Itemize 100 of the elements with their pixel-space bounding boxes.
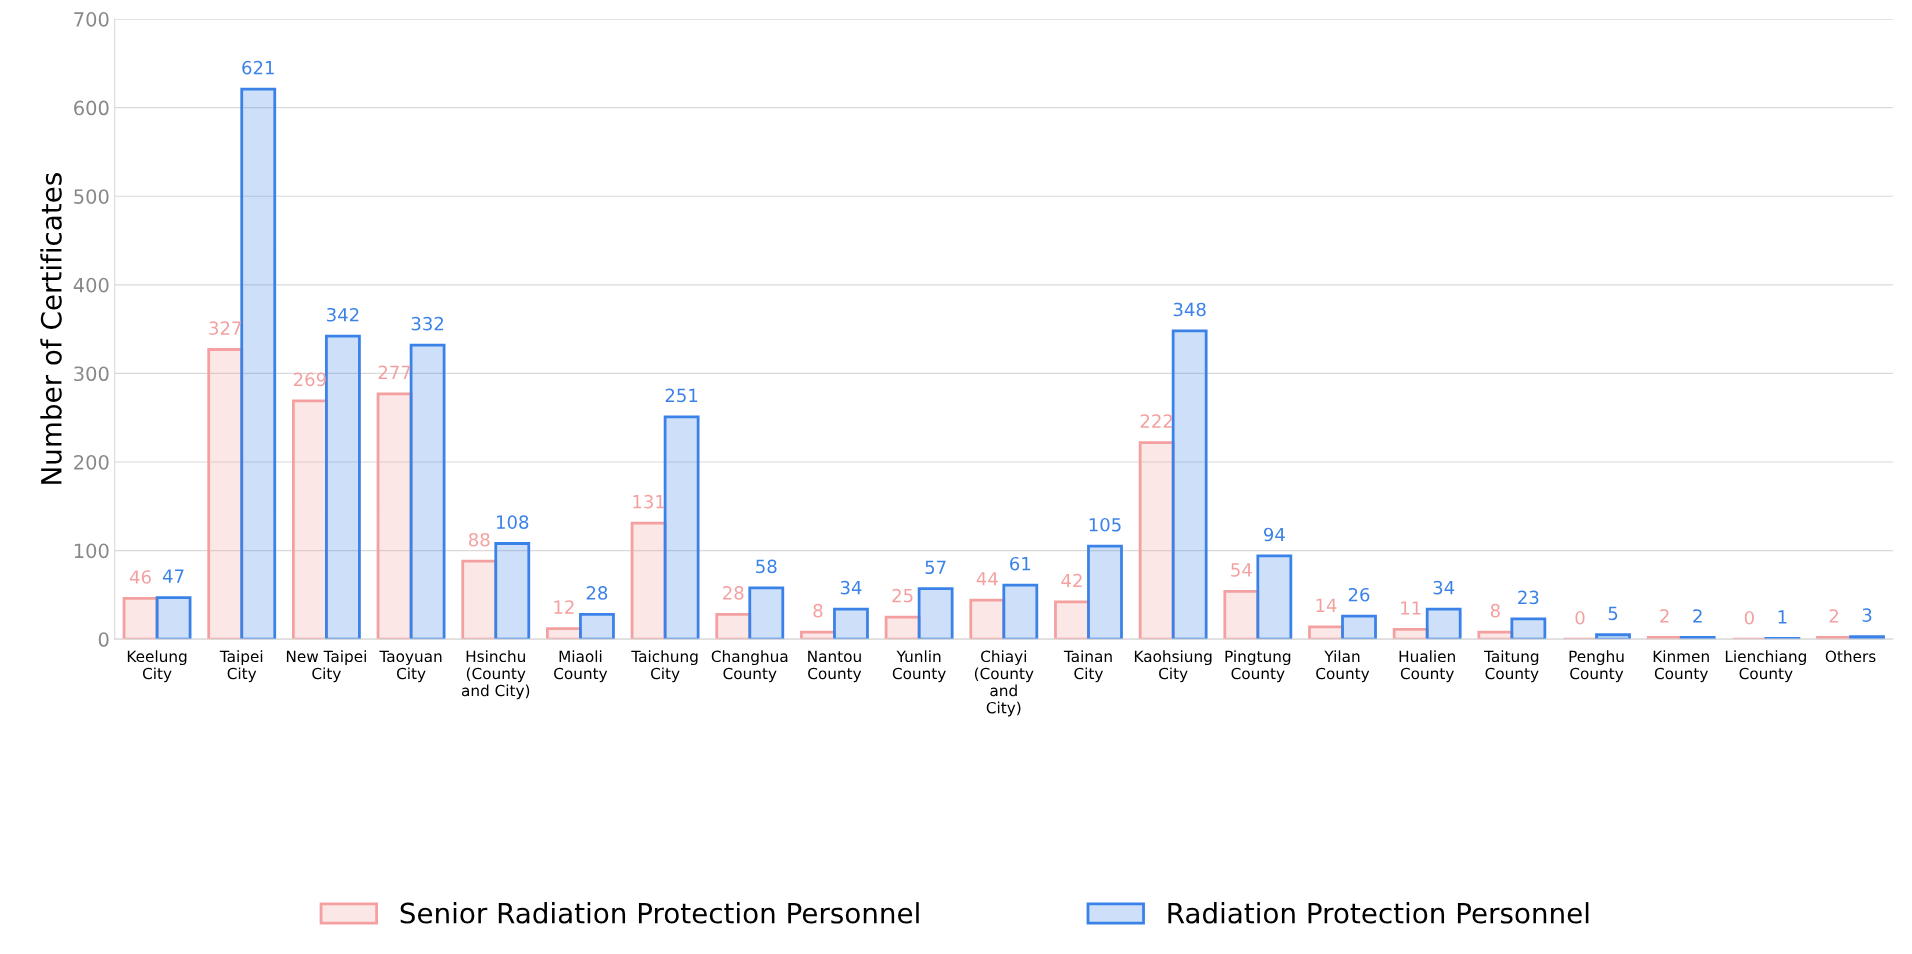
y-tick-label: 300 xyxy=(74,366,109,382)
bar xyxy=(155,596,192,640)
data-label: 28 xyxy=(723,586,744,600)
data-label: 94 xyxy=(1263,527,1285,542)
bar xyxy=(1171,329,1208,640)
bar xyxy=(1425,607,1462,640)
bar xyxy=(1002,583,1039,640)
data-label: 2 xyxy=(1829,609,1838,623)
bar xyxy=(546,627,582,640)
bar xyxy=(1308,625,1344,640)
bar xyxy=(325,334,361,640)
y-tick-label: 600 xyxy=(74,100,109,116)
bar xyxy=(122,597,159,640)
data-label: 54 xyxy=(1231,563,1252,577)
data-label: 25 xyxy=(892,588,913,603)
data-label: 2 xyxy=(1693,609,1702,623)
x-tick-label: Hualien County xyxy=(1399,650,1455,683)
data-label: 57 xyxy=(925,560,946,575)
bar xyxy=(579,612,615,640)
data-label: 14 xyxy=(1316,598,1337,612)
x-tick-label: Miaoli County xyxy=(554,650,608,683)
data-label: 11 xyxy=(1401,601,1421,615)
data-label: 108 xyxy=(497,515,529,529)
y-axis-title: Number of Certificates xyxy=(40,173,62,484)
data-label: 1 xyxy=(1778,610,1787,624)
y-tick-label: 200 xyxy=(74,454,109,470)
x-tick-label: Kinmen County xyxy=(1653,650,1709,683)
x-tick-label: Tainan City xyxy=(1063,650,1112,683)
data-label: 88 xyxy=(468,532,490,547)
bar xyxy=(494,542,531,640)
data-label: 42 xyxy=(1061,573,1082,588)
y-tick-label: 400 xyxy=(73,277,109,293)
data-label: 34 xyxy=(840,580,862,595)
data-label: 105 xyxy=(1089,517,1121,532)
data-label: 342 xyxy=(327,307,359,322)
data-label: 8 xyxy=(813,603,823,618)
data-label: 222 xyxy=(1140,414,1173,428)
x-tick-label: New Taipei City xyxy=(286,650,366,683)
bar xyxy=(1138,441,1175,640)
data-label: 8 xyxy=(1490,603,1500,618)
data-label: 34 xyxy=(1433,580,1455,595)
y-tick-label: 700 xyxy=(74,12,109,27)
bar xyxy=(833,607,869,640)
data-label: 0 xyxy=(1744,610,1754,625)
data-label: 12 xyxy=(554,600,574,614)
bar xyxy=(1595,633,1631,640)
bar xyxy=(748,586,785,640)
bar xyxy=(1849,635,1885,640)
x-tick-label: Taoyuan City xyxy=(379,650,442,683)
data-label: 46 xyxy=(129,570,151,584)
y-tick-label: 500 xyxy=(74,189,109,204)
data-label: 5 xyxy=(1608,606,1618,621)
bar xyxy=(884,615,921,640)
data-label: 251 xyxy=(665,388,698,403)
x-tick-label: Others xyxy=(1825,650,1876,663)
bar xyxy=(1510,617,1547,640)
data-label: 621 xyxy=(242,60,274,75)
data-label: 28 xyxy=(586,586,608,600)
data-label: 61 xyxy=(1010,556,1031,571)
x-tick-label: Lienchiang County xyxy=(1725,650,1806,683)
data-label: 2 xyxy=(1660,609,1669,623)
bar xyxy=(409,343,446,640)
x-tick-label: Taichung City xyxy=(631,650,698,683)
bar xyxy=(1392,628,1429,640)
data-label: 58 xyxy=(756,559,777,574)
data-label: 47 xyxy=(162,569,184,583)
x-tick-label: Penghu County xyxy=(1569,650,1624,683)
x-tick-label: Taitung County xyxy=(1484,650,1539,683)
x-tick-label: Yunlin County xyxy=(892,650,946,683)
data-label: 332 xyxy=(411,316,444,331)
legend-label: Radiation Protection Personnel xyxy=(1168,902,1589,924)
bar xyxy=(291,399,328,640)
bar xyxy=(1087,544,1123,640)
legend-label: Senior Radiation Protection Personnel xyxy=(400,902,919,924)
x-tick-label: Kaohsiung City xyxy=(1134,650,1212,683)
y-tick-label: 0 xyxy=(98,632,109,647)
bar xyxy=(1256,554,1293,640)
bar xyxy=(1341,614,1377,640)
x-tick-label: Keelung City xyxy=(127,650,187,683)
data-label: 348 xyxy=(1173,302,1206,317)
y-tick-label: 100 xyxy=(74,543,109,559)
x-tick-label: Yilan County xyxy=(1316,650,1370,683)
bar xyxy=(240,87,277,640)
x-tick-label: Pingtung County xyxy=(1225,650,1291,683)
data-label: 23 xyxy=(1518,590,1539,605)
bar xyxy=(917,587,954,640)
bar xyxy=(376,392,413,640)
data-label: 3 xyxy=(1862,608,1872,622)
x-tick-label: Changhua County xyxy=(711,650,788,683)
data-label: 44 xyxy=(976,572,998,586)
data-label: 26 xyxy=(1348,587,1370,602)
data-label: 131 xyxy=(633,494,665,509)
x-tick-label: Hsinchu (County and City) xyxy=(461,650,530,700)
bar xyxy=(663,415,700,640)
bar xyxy=(1054,600,1090,640)
x-tick-label: Chiayi (County and City) xyxy=(974,650,1034,717)
data-label: 0 xyxy=(1575,610,1585,625)
x-tick-label: Nantou County xyxy=(808,650,862,683)
bar xyxy=(630,521,667,640)
x-tick-label: Taipei City xyxy=(219,650,263,683)
